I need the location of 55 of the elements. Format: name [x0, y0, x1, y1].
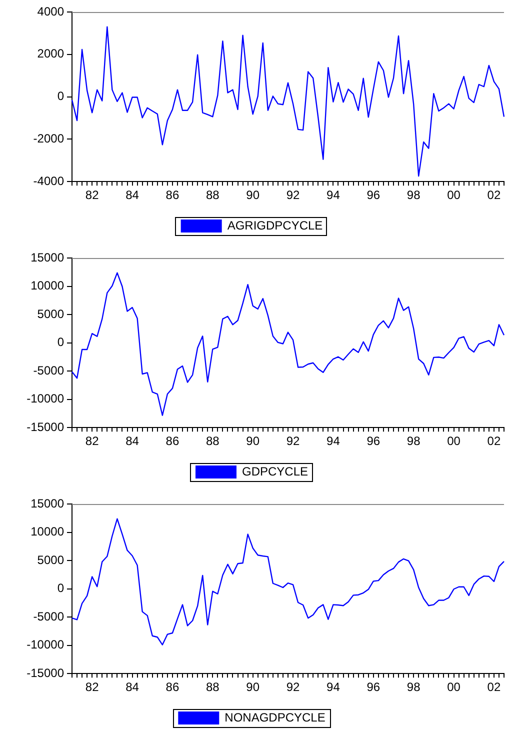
y-tick-label: 5000 — [37, 306, 64, 321]
x-tick-label: 00 — [447, 680, 461, 694]
y-tick-label: -15000 — [26, 420, 64, 434]
y-tick-label: 15000 — [30, 250, 64, 264]
x-tick-label: 82 — [85, 680, 100, 694]
y-tick-label: -5000 — [33, 363, 64, 378]
y-tick-label: -15000 — [26, 666, 64, 680]
x-tick-label: 94 — [326, 680, 340, 694]
y-tick-label: -10000 — [26, 392, 64, 406]
legend-label: AGRIGDPCYCLE — [227, 218, 323, 232]
legend-label: NONAGDPCYCLE — [224, 710, 326, 724]
y-tick-label: -4000 — [33, 174, 64, 188]
x-tick-label: 00 — [447, 188, 461, 202]
x-tick-label: 88 — [206, 188, 220, 202]
x-tick-label: 90 — [246, 188, 260, 202]
x-tick-label: 82 — [85, 434, 100, 448]
x-tick-label: 94 — [326, 434, 340, 448]
y-tick-label: -10000 — [26, 638, 64, 652]
x-tick-label: 94 — [326, 188, 340, 202]
x-tick-label: 84 — [126, 188, 140, 202]
x-tick-label: 84 — [126, 680, 140, 694]
x-tick-label: 98 — [406, 434, 421, 448]
x-tick-label: 98 — [406, 680, 421, 694]
x-tick-label: 02 — [487, 188, 501, 202]
x-tick-label: 86 — [166, 680, 180, 694]
y-tick-label: 0 — [57, 335, 64, 350]
y-tick-label: -2000 — [33, 132, 64, 146]
legend-label: GDPCYCLE — [242, 464, 308, 478]
x-tick-label: 88 — [206, 434, 220, 448]
x-tick-label: 90 — [246, 434, 260, 448]
y-tick-label: 5000 — [37, 552, 64, 567]
y-tick-label: 10000 — [30, 524, 64, 539]
y-tick-label: 15000 — [30, 496, 64, 510]
y-tick-label: -5000 — [33, 609, 64, 624]
y-tick-label: 10000 — [30, 278, 64, 293]
x-tick-label: 92 — [286, 680, 300, 694]
x-tick-label: 82 — [85, 188, 100, 202]
y-tick-label: 4000 — [37, 4, 64, 18]
x-tick-label: 84 — [126, 434, 140, 448]
x-tick-label: 02 — [487, 434, 501, 448]
x-tick-label: 92 — [286, 188, 300, 202]
x-tick-label: 92 — [286, 434, 300, 448]
y-tick-label: 0 — [57, 581, 64, 596]
y-tick-label: 2000 — [37, 46, 64, 61]
x-tick-label: 98 — [406, 188, 421, 202]
x-tick-label: 90 — [246, 680, 260, 694]
x-tick-label: 00 — [447, 434, 461, 448]
x-tick-label: 88 — [206, 680, 220, 694]
x-tick-label: 02 — [487, 680, 501, 694]
x-tick-label: 96 — [366, 188, 380, 202]
x-tick-label: 86 — [166, 434, 180, 448]
x-tick-label: 86 — [166, 188, 180, 202]
y-tick-label: 0 — [57, 89, 64, 104]
x-tick-label: 96 — [366, 680, 380, 694]
x-tick-label: 96 — [366, 434, 380, 448]
